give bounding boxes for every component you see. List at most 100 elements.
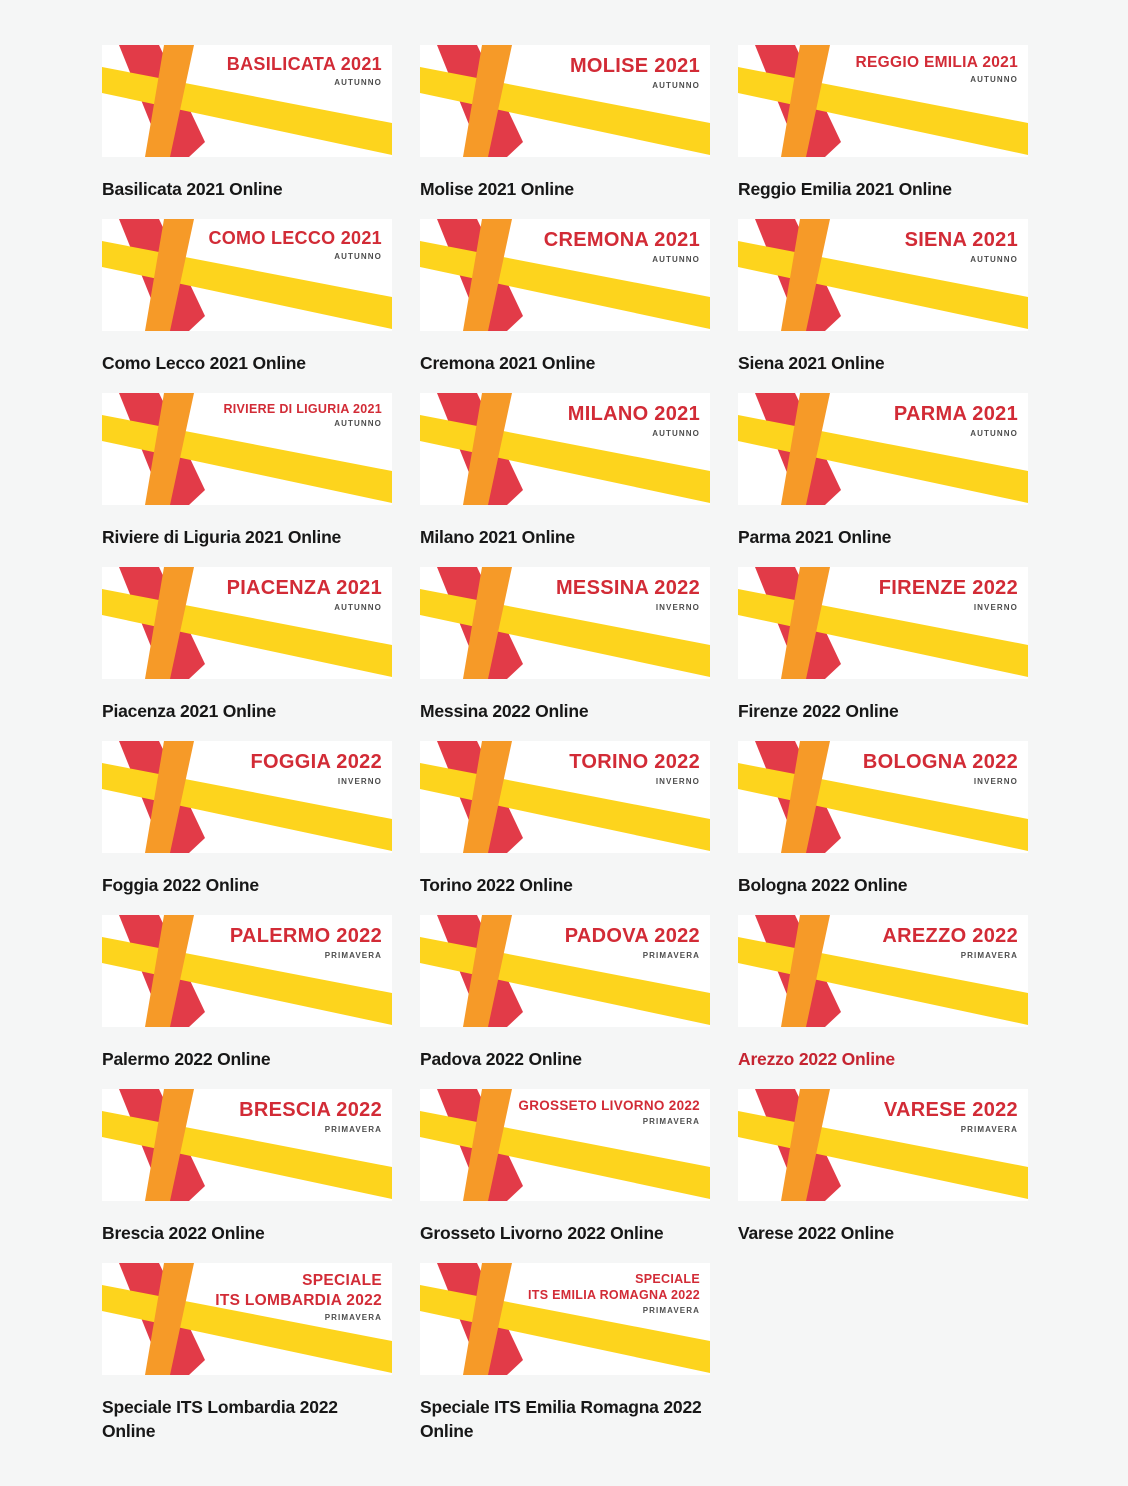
event-title-link[interactable]: Basilicata 2021 Online xyxy=(102,179,283,199)
event-banner[interactable]: RIVIERE DI LIGURIA 2021 AUTUNNO xyxy=(102,393,392,505)
banner-title: RIVIERE DI LIGURIA 2021 xyxy=(223,402,382,416)
event-title-link[interactable]: Brescia 2022 Online xyxy=(102,1223,265,1243)
banner-title: COMO LECCO 2021 xyxy=(208,228,382,248)
event-card[interactable]: CREMONA 2021 AUTUNNO Cremona 2021 Online xyxy=(420,219,710,375)
event-card[interactable]: TORINO 2022 INVERNO Torino 2022 Online xyxy=(420,741,710,897)
event-title-link[interactable]: Milano 2021 Online xyxy=(420,527,575,547)
event-title-link[interactable]: Speciale ITS Emilia Romagna 2022 Online xyxy=(420,1397,702,1441)
event-banner[interactable]: SIENA 2021 AUTUNNO xyxy=(738,219,1028,331)
festival-stripes-logo xyxy=(102,1263,392,1375)
event-banner[interactable]: VARESE 2022 PRIMAVERA xyxy=(738,1089,1028,1201)
orange-stripe xyxy=(781,45,830,157)
event-title-link[interactable]: Reggio Emilia 2021 Online xyxy=(738,179,952,199)
event-card[interactable]: VARESE 2022 PRIMAVERA Varese 2022 Online xyxy=(738,1089,1028,1245)
event-title-link[interactable]: Foggia 2022 Online xyxy=(102,875,259,895)
event-banner[interactable]: BOLOGNA 2022 INVERNO xyxy=(738,741,1028,853)
event-banner[interactable]: CREMONA 2021 AUTUNNO xyxy=(420,219,710,331)
event-title-link[interactable]: Piacenza 2021 Online xyxy=(102,701,277,721)
event-banner[interactable]: BASILICATA 2021 AUTUNNO xyxy=(102,45,392,157)
event-banner[interactable]: BRESCIA 2022 PRIMAVERA xyxy=(102,1089,392,1201)
banner-season-label: PRIMAVERA xyxy=(642,1305,700,1315)
event-title-link[interactable]: Riviere di Liguria 2021 Online xyxy=(102,527,342,547)
banner-title: BOLOGNA 2022 xyxy=(862,751,1018,773)
event-banner[interactable]: MILANO 2021 AUTUNNO xyxy=(420,393,710,505)
event-card[interactable]: PALERMO 2022 PRIMAVERA Palermo 2022 Onli… xyxy=(102,915,392,1071)
event-title-link[interactable]: Grosseto Livorno 2022 Online xyxy=(420,1223,664,1243)
event-card[interactable]: BOLOGNA 2022 INVERNO Bologna 2022 Online xyxy=(738,741,1028,897)
event-title-link[interactable]: Torino 2022 Online xyxy=(420,875,573,895)
event-title-link[interactable]: Padova 2022 Online xyxy=(420,1049,582,1069)
banner-text: REGGIO EMILIA 2021 AUTUNNO xyxy=(856,53,1018,84)
banner-title: PARMA 2021 xyxy=(893,403,1018,425)
event-title-link[interactable]: Como Lecco 2021 Online xyxy=(102,353,306,373)
event-card[interactable]: MILANO 2021 AUTUNNO Milano 2021 Online xyxy=(420,393,710,549)
banner-text: MOLISE 2021 AUTUNNO xyxy=(570,53,700,90)
event-banner[interactable]: GROSSETO LIVORNO 2022 PRIMAVERA xyxy=(420,1089,710,1201)
event-title-link[interactable]: Cremona 2021 Online xyxy=(420,353,596,373)
event-title-link[interactable]: Speciale ITS Lombardia 2022 Online xyxy=(102,1397,338,1441)
event-card[interactable]: MOLISE 2021 AUTUNNO Molise 2021 Online xyxy=(420,45,710,201)
orange-stripe xyxy=(463,741,512,853)
banner-title: MILANO 2021 xyxy=(567,403,700,425)
event-card[interactable]: PIACENZA 2021 AUTUNNO Piacenza 2021 Onli… xyxy=(102,567,392,723)
festival-stripes-logo xyxy=(420,45,710,157)
event-title-link[interactable]: Parma 2021 Online xyxy=(738,527,892,547)
event-card[interactable]: SPECIALE ITS LOMBARDIA 2022 PRIMAVERA Sp… xyxy=(102,1263,392,1443)
orange-stripe xyxy=(781,567,830,679)
banner-season-label: INVERNO xyxy=(973,603,1018,612)
event-title-link[interactable]: Arezzo 2022 Online xyxy=(738,1049,895,1069)
event-card[interactable]: FOGGIA 2022 INVERNO Foggia 2022 Online xyxy=(102,741,392,897)
banner-season-label: PRIMAVERA xyxy=(960,951,1018,960)
event-title-link[interactable]: Siena 2021 Online xyxy=(738,353,885,373)
event-title-link[interactable]: Palermo 2022 Online xyxy=(102,1049,271,1069)
event-card[interactable]: BASILICATA 2021 AUTUNNO Basilicata 2021 … xyxy=(102,45,392,201)
orange-stripe xyxy=(463,45,512,157)
event-card[interactable]: GROSSETO LIVORNO 2022 PRIMAVERA Grosseto… xyxy=(420,1089,710,1245)
event-banner[interactable]: SPECIALE ITS LOMBARDIA 2022 PRIMAVERA xyxy=(102,1263,392,1375)
festival-stripes-logo xyxy=(738,219,1028,331)
banner-title: PADOVA 2022 xyxy=(564,925,700,947)
event-banner[interactable]: AREZZO 2022 PRIMAVERA xyxy=(738,915,1028,1027)
festival-stripes-logo xyxy=(102,567,392,679)
event-banner[interactable]: PARMA 2021 AUTUNNO xyxy=(738,393,1028,505)
event-banner[interactable]: FOGGIA 2022 INVERNO xyxy=(102,741,392,853)
event-title-link[interactable]: Bologna 2022 Online xyxy=(738,875,908,895)
banner-title: MOLISE 2021 xyxy=(569,55,700,77)
orange-stripe xyxy=(463,915,512,1027)
event-title-link[interactable]: Varese 2022 Online xyxy=(738,1223,894,1243)
event-title-link[interactable]: Firenze 2022 Online xyxy=(738,701,899,721)
event-banner[interactable]: TORINO 2022 INVERNO xyxy=(420,741,710,853)
orange-stripe xyxy=(463,567,512,679)
banner-text: BASILICATA 2021 AUTUNNO xyxy=(227,53,382,87)
event-card[interactable]: COMO LECCO 2021 AUTUNNO Como Lecco 2021 … xyxy=(102,219,392,375)
banner-season-label: AUTUNNO xyxy=(652,429,700,438)
event-banner[interactable]: SPECIALE ITS EMILIA ROMAGNA 2022 PRIMAVE… xyxy=(420,1263,710,1375)
event-banner[interactable]: PADOVA 2022 PRIMAVERA xyxy=(420,915,710,1027)
event-card[interactable]: MESSINA 2022 INVERNO Messina 2022 Online xyxy=(420,567,710,723)
event-title-link[interactable]: Molise 2021 Online xyxy=(420,179,574,199)
event-banner[interactable]: PALERMO 2022 PRIMAVERA xyxy=(102,915,392,1027)
event-banner[interactable]: REGGIO EMILIA 2021 AUTUNNO xyxy=(738,45,1028,157)
event-card[interactable]: PADOVA 2022 PRIMAVERA Padova 2022 Online xyxy=(420,915,710,1071)
event-card[interactable]: PARMA 2021 AUTUNNO Parma 2021 Online xyxy=(738,393,1028,549)
event-banner[interactable]: FIRENZE 2022 INVERNO xyxy=(738,567,1028,679)
event-title-link[interactable]: Messina 2022 Online xyxy=(420,701,589,721)
banner-season-label: AUTUNNO xyxy=(970,255,1018,264)
banner-season-label: INVERNO xyxy=(337,777,382,786)
orange-stripe xyxy=(781,393,830,505)
orange-stripe xyxy=(781,915,830,1027)
event-banner[interactable]: PIACENZA 2021 AUTUNNO xyxy=(102,567,392,679)
event-card[interactable]: AREZZO 2022 PRIMAVERA Arezzo 2022 Online xyxy=(738,915,1028,1071)
orange-stripe xyxy=(463,393,512,505)
event-card[interactable]: BRESCIA 2022 PRIMAVERA Brescia 2022 Onli… xyxy=(102,1089,392,1245)
event-banner[interactable]: COMO LECCO 2021 AUTUNNO xyxy=(102,219,392,331)
banner-text: SPECIALE ITS EMILIA ROMAGNA 2022 PRIMAVE… xyxy=(528,1271,700,1315)
event-banner[interactable]: MOLISE 2021 AUTUNNO xyxy=(420,45,710,157)
event-card[interactable]: SPECIALE ITS EMILIA ROMAGNA 2022 PRIMAVE… xyxy=(420,1263,710,1443)
event-card[interactable]: RIVIERE DI LIGURIA 2021 AUTUNNO Riviere … xyxy=(102,393,392,549)
event-banner[interactable]: MESSINA 2022 INVERNO xyxy=(420,567,710,679)
event-card[interactable]: FIRENZE 2022 INVERNO Firenze 2022 Online xyxy=(738,567,1028,723)
banner-season-label: PRIMAVERA xyxy=(960,1125,1018,1134)
event-card[interactable]: REGGIO EMILIA 2021 AUTUNNO Reggio Emilia… xyxy=(738,45,1028,201)
event-card[interactable]: SIENA 2021 AUTUNNO Siena 2021 Online xyxy=(738,219,1028,375)
